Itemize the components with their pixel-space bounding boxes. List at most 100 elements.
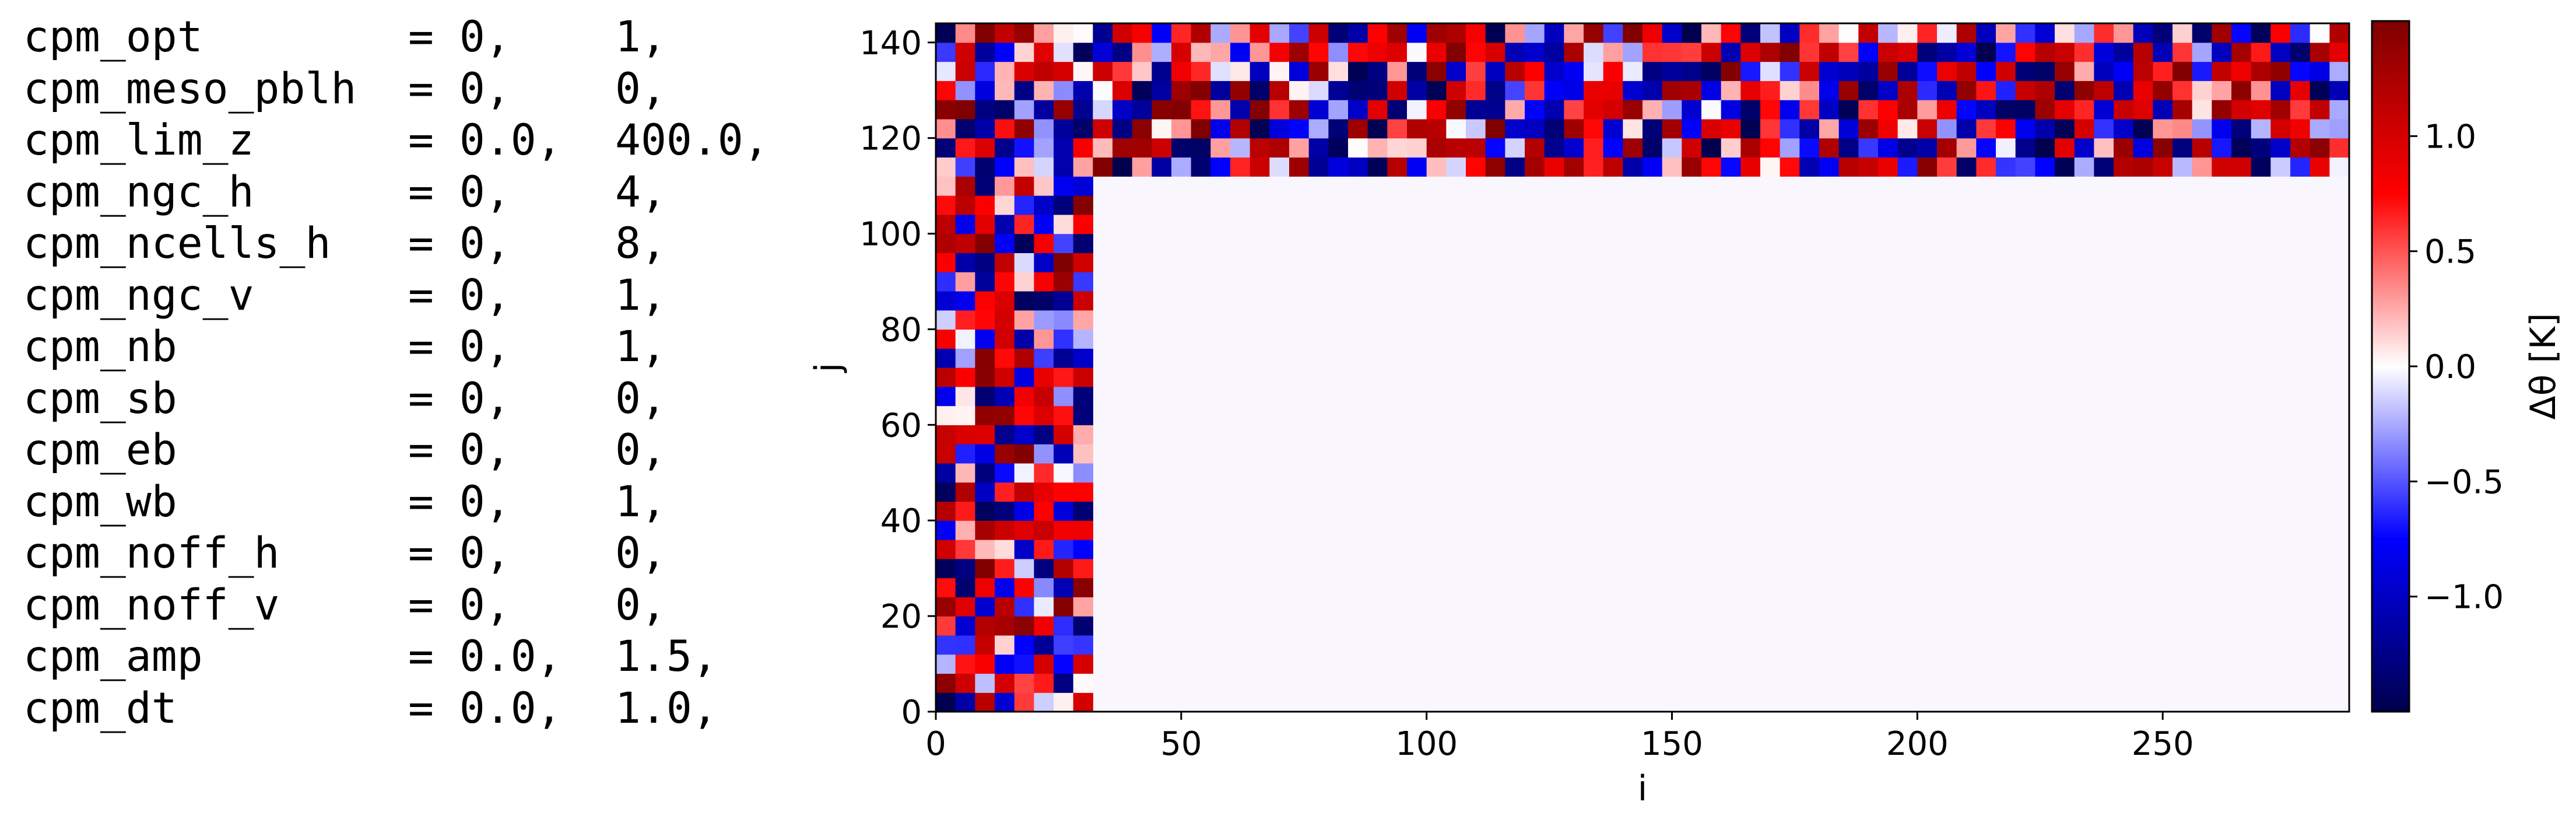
namelist-row: cpm_wb = 0, 1, xyxy=(23,477,769,528)
heatmap-cell xyxy=(1623,138,1643,158)
x-tick-label: 200 xyxy=(1886,725,1949,763)
heatmap-cell xyxy=(1210,61,1231,81)
namelist-row: cpm_amp = 0.0, 1.5, xyxy=(23,631,769,683)
colorbar-label: Δθ [K] xyxy=(2523,313,2564,420)
heatmap-cell xyxy=(1623,100,1643,120)
heatmap-cell xyxy=(1054,578,1074,597)
heatmap-cell xyxy=(1799,23,1820,43)
heatmap-cell xyxy=(1858,118,1879,139)
heatmap-cell xyxy=(1014,253,1034,272)
heatmap-cell xyxy=(1073,138,1093,158)
heatmap-cell xyxy=(2329,42,2350,62)
heatmap-cell xyxy=(936,597,956,617)
heatmap-cell xyxy=(1073,654,1093,674)
heatmap-cell xyxy=(1328,157,1349,177)
heatmap-cell xyxy=(2270,42,2291,62)
heatmap-cell xyxy=(1858,23,1879,43)
heatmap-cell xyxy=(1367,100,1388,120)
heatmap-cell xyxy=(1034,635,1054,655)
heatmap-cell xyxy=(2212,61,2232,81)
heatmap-cell xyxy=(1073,233,1093,253)
heatmap-cell xyxy=(1701,61,1722,81)
heatmap-cell xyxy=(1308,118,1329,139)
namelist-key: cpm_opt xyxy=(23,12,203,62)
heatmap-cell xyxy=(1623,80,1643,100)
namelist-row: cpm_ncells_h = 0, 8, xyxy=(23,218,769,270)
heatmap-cell xyxy=(1976,80,1996,100)
heatmap-cell xyxy=(2153,23,2173,43)
heatmap-cell xyxy=(975,501,995,521)
namelist-row: cpm_meso_pblh = 0, 0, xyxy=(23,64,769,116)
heatmap-cell xyxy=(995,520,1015,540)
heatmap-cell xyxy=(1799,118,1820,139)
y-tick-label: 140 xyxy=(859,24,922,62)
heatmap-cell xyxy=(2035,23,2055,43)
heatmap-cell xyxy=(955,578,975,597)
heatmap-cell xyxy=(2094,80,2114,100)
heatmap-cell xyxy=(2074,23,2094,43)
heatmap-cell xyxy=(2153,42,2173,62)
heatmap-cell xyxy=(1112,42,1133,62)
heatmap-cell xyxy=(955,673,975,693)
heatmap-cell xyxy=(1799,42,1820,62)
heatmap-cell xyxy=(2035,42,2055,62)
heatmap-cell xyxy=(1544,42,1564,62)
heatmap-cell xyxy=(1093,42,1113,62)
heatmap-cell xyxy=(2310,42,2330,62)
heatmap-cell xyxy=(1387,100,1408,120)
heatmap-cell xyxy=(1682,100,1702,120)
heatmap-cell xyxy=(1917,138,1938,158)
heatmap-cell xyxy=(2251,118,2271,139)
heatmap-cell xyxy=(975,673,995,693)
heatmap-cell xyxy=(1937,118,1957,139)
heatmap-cell xyxy=(1780,138,1800,158)
heatmap-cell xyxy=(1858,80,1879,100)
heatmap-cell xyxy=(1034,386,1054,407)
namelist-value-2: 1.5, xyxy=(615,632,718,681)
heatmap-cell xyxy=(1407,157,1427,177)
heatmap-cell xyxy=(1446,157,1466,177)
heatmap-cell xyxy=(1014,482,1034,502)
heatmap-cell xyxy=(955,616,975,636)
colorbar-tick-label: 0.0 xyxy=(2424,348,2476,386)
heatmap-cell xyxy=(1407,138,1427,158)
heatmap-cell xyxy=(955,520,975,540)
heatmap-cell xyxy=(995,272,1015,292)
heatmap-cell xyxy=(2290,100,2311,120)
namelist-value-1: = 0, xyxy=(408,528,511,578)
heatmap-cell xyxy=(1564,23,1584,43)
heatmap-cell xyxy=(955,501,975,521)
namelist-value-1: = 0, xyxy=(408,12,511,62)
heatmap-cell xyxy=(1054,272,1074,292)
namelist-key: cpm_ngc_v xyxy=(23,270,254,320)
heatmap-cell xyxy=(2173,80,2193,100)
heatmap-cell xyxy=(1544,80,1564,100)
heatmap-cell xyxy=(2251,100,2271,120)
heatmap-cell xyxy=(975,42,995,62)
heatmap-cell xyxy=(1367,157,1388,177)
heatmap-cell xyxy=(975,272,995,292)
heatmap-cell xyxy=(1858,100,1879,120)
heatmap-cell xyxy=(1054,597,1074,617)
heatmap-cell xyxy=(936,635,956,655)
heatmap-cell xyxy=(1897,80,1918,100)
heatmap-cell xyxy=(1858,138,1879,158)
heatmap-cell xyxy=(1564,157,1584,177)
heatmap-cell xyxy=(1780,118,1800,139)
heatmap-cell xyxy=(1838,80,1859,100)
heatmap-cell xyxy=(1171,61,1192,81)
heatmap-cell xyxy=(2251,61,2271,81)
heatmap-cell xyxy=(1446,42,1466,62)
heatmap-cell xyxy=(995,654,1015,674)
heatmap-cell xyxy=(1466,80,1486,100)
heatmap-cell xyxy=(2035,100,2055,120)
heatmap-cell xyxy=(2329,100,2350,120)
heatmap-cell xyxy=(1191,61,1211,81)
heatmap-cell xyxy=(2133,61,2153,81)
heatmap-cell xyxy=(936,482,956,502)
heatmap-cell xyxy=(955,195,975,215)
namelist-row: cpm_opt = 0, 1, xyxy=(23,12,769,64)
heatmap-cell xyxy=(1643,80,1663,100)
heatmap-cell xyxy=(1054,368,1074,387)
heatmap-cell xyxy=(955,310,975,330)
